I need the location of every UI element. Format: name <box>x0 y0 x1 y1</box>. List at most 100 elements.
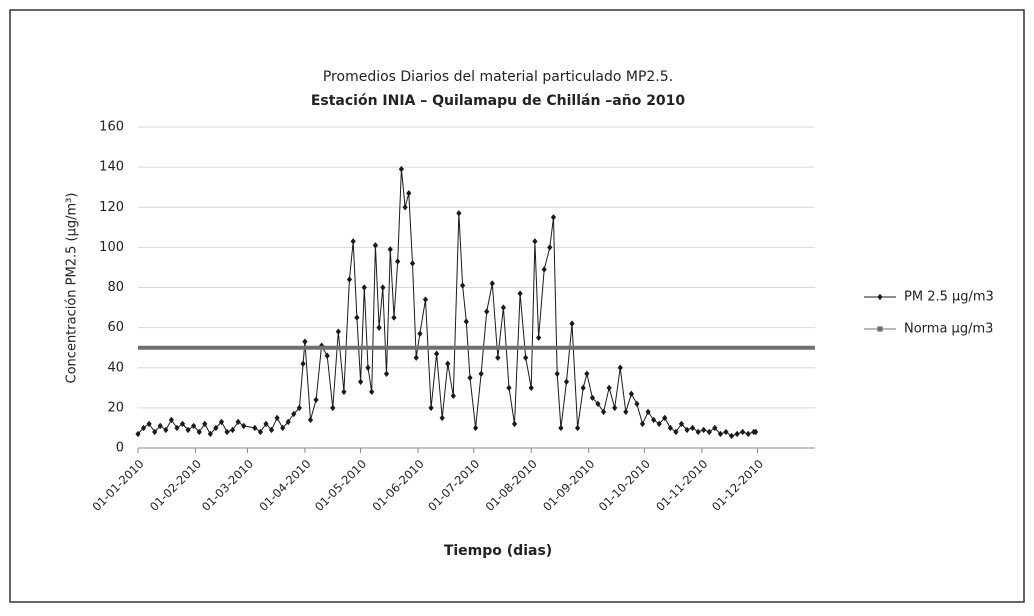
data-point <box>536 334 542 341</box>
data-point <box>354 314 360 321</box>
data-point <box>391 314 397 321</box>
data-point <box>623 408 629 416</box>
data-point <box>656 420 662 428</box>
data-point <box>528 384 534 392</box>
data-point <box>734 430 740 438</box>
data-point <box>662 414 668 422</box>
data-point <box>179 420 186 428</box>
data-point <box>350 238 356 245</box>
data-point <box>745 430 751 438</box>
chart-title: Promedios Diarios del material particula… <box>323 69 673 85</box>
data-point <box>257 428 264 436</box>
data-point <box>589 394 596 402</box>
data-point <box>341 388 347 396</box>
data-point <box>634 400 640 408</box>
data-point <box>413 354 419 361</box>
data-point <box>398 165 404 173</box>
data-point <box>684 426 690 434</box>
data-point <box>580 384 586 392</box>
data-point <box>376 324 382 331</box>
data-point <box>268 426 275 434</box>
data-point <box>584 370 590 377</box>
data-point <box>612 404 618 412</box>
data-point <box>532 238 538 245</box>
data-point <box>639 420 646 428</box>
data-point <box>445 360 451 367</box>
data-point <box>163 426 169 434</box>
data-point <box>146 420 152 428</box>
data-point <box>523 354 529 361</box>
data-point <box>728 432 735 440</box>
data-point <box>417 330 423 337</box>
y-tick-label: 120 <box>99 200 124 215</box>
legend-marker <box>877 326 883 332</box>
data-point <box>550 214 557 221</box>
data-point <box>307 416 314 424</box>
data-point <box>369 388 375 396</box>
chart-frame <box>9 9 1025 603</box>
data-point <box>600 408 607 416</box>
data-point <box>263 420 269 428</box>
legend-label: Norma µg/m3 <box>904 322 993 337</box>
data-point <box>606 384 612 392</box>
data-point <box>241 422 247 430</box>
data-point <box>361 284 367 291</box>
data-point <box>207 430 213 438</box>
data-point <box>202 420 208 428</box>
data-point <box>157 422 163 430</box>
y-tick-label: 60 <box>107 320 124 335</box>
data-point <box>135 430 141 438</box>
data-point <box>140 424 147 432</box>
data-point <box>346 276 353 283</box>
data-point <box>422 296 429 303</box>
data-point <box>335 328 341 335</box>
data-point <box>372 242 379 249</box>
data-point <box>380 284 386 291</box>
data-point <box>500 304 506 311</box>
data-point <box>595 400 601 408</box>
data-point <box>428 404 434 412</box>
data-point <box>291 410 297 418</box>
data-point <box>459 282 466 289</box>
data-point <box>472 424 479 432</box>
data-point <box>569 320 575 327</box>
data-point <box>280 424 286 432</box>
data-point <box>406 190 412 197</box>
data-point <box>274 414 280 422</box>
data-point <box>450 392 456 400</box>
data-point <box>558 424 564 432</box>
y-tick-label: 40 <box>107 360 124 375</box>
data-point <box>695 428 701 436</box>
legend-marker <box>877 293 883 301</box>
data-point <box>574 424 581 432</box>
data-point <box>706 428 712 436</box>
data-point <box>191 422 197 430</box>
y-tick-label: 140 <box>99 160 124 175</box>
data-point <box>224 428 230 436</box>
data-point <box>651 416 657 424</box>
data-point <box>463 318 469 325</box>
data-point <box>678 420 685 428</box>
data-point <box>495 354 501 361</box>
y-tick-label: 160 <box>99 120 124 135</box>
data-point <box>285 418 291 426</box>
data-point <box>152 428 158 436</box>
data-point <box>628 390 634 398</box>
data-point <box>357 378 364 385</box>
data-point <box>296 404 302 412</box>
data-point <box>717 430 724 438</box>
data-point <box>365 364 371 371</box>
data-point <box>229 426 236 434</box>
data-point <box>456 210 462 217</box>
data-point <box>213 424 219 432</box>
y-axis-label: Concentración PM2.5 (µg/m³) <box>65 193 80 384</box>
data-point <box>511 420 518 428</box>
data-point <box>701 426 707 434</box>
data-point <box>319 342 325 349</box>
y-tick-label: 80 <box>107 280 124 295</box>
data-point <box>409 260 416 267</box>
data-point <box>218 418 225 426</box>
x-axis-label: Tiempo (dias) <box>444 543 552 559</box>
data-point <box>673 428 679 436</box>
